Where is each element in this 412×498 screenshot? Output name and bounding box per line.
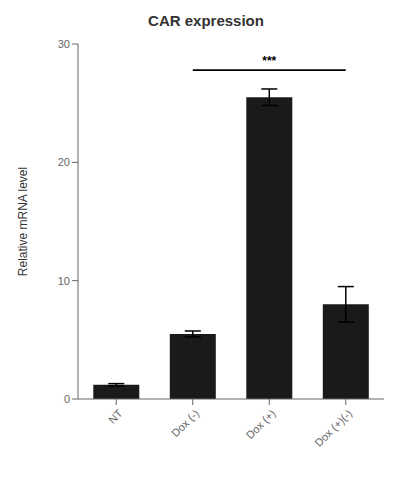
svg-text:20: 20 — [58, 156, 70, 168]
svg-text:Dox (+)(-): Dox (+)(-) — [312, 407, 354, 449]
svg-text:Relative mRNA level: Relative mRNA level — [16, 167, 30, 276]
svg-text:***: *** — [262, 54, 276, 68]
svg-text:Dox (-): Dox (-) — [169, 407, 201, 439]
svg-text:NT: NT — [106, 407, 125, 426]
svg-text:10: 10 — [58, 275, 70, 287]
svg-text:0: 0 — [64, 393, 70, 405]
html-text:CAR expression: CAR expression — [148, 12, 264, 29]
svg-text:Dox (+): Dox (+) — [244, 407, 278, 441]
svg-text:30: 30 — [58, 38, 70, 50]
